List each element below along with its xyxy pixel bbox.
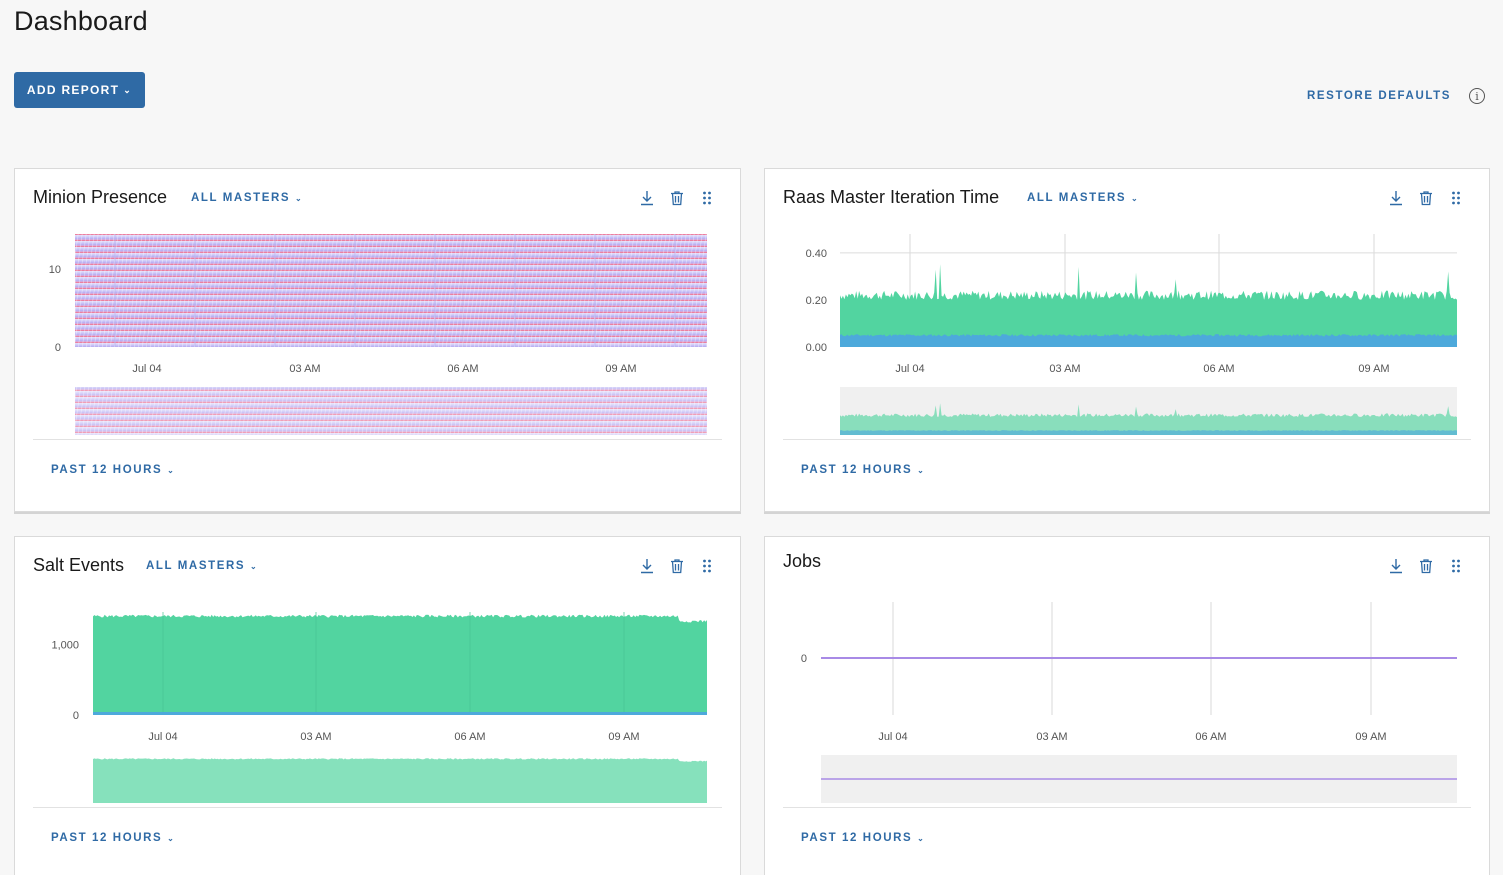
page-title: Dashboard bbox=[14, 6, 148, 36]
y-tick-label: 0.40 bbox=[806, 248, 827, 260]
period-dropdown[interactable]: PAST 12 HOURS ⌄ bbox=[51, 832, 174, 844]
all-masters-dropdown[interactable]: ALL MASTERS ⌄ bbox=[146, 560, 257, 572]
x-tick-label: Jul 04 bbox=[878, 731, 907, 743]
chevron-down-icon: ⌄ bbox=[249, 562, 257, 571]
chevron-down-icon: ⌄ bbox=[917, 466, 924, 475]
download-icon[interactable] bbox=[638, 189, 656, 207]
x-tick-label: 06 AM bbox=[1195, 731, 1226, 743]
series-area bbox=[93, 712, 707, 715]
brush-area bbox=[93, 758, 707, 803]
chevron-down-icon: ⌄ bbox=[917, 834, 924, 843]
add-report-label: ADD REPORT bbox=[26, 83, 120, 97]
download-icon[interactable] bbox=[638, 557, 656, 575]
all-masters-dropdown[interactable]: ALL MASTERS ⌄ bbox=[1027, 192, 1138, 204]
info-circle-icon[interactable]: i bbox=[1469, 88, 1485, 104]
raas-master-iteration-time-card: Raas Master Iteration Time ALL MASTERS ⌄… bbox=[764, 168, 1490, 512]
card-actions bbox=[1387, 189, 1465, 207]
y-tick-label: 0.20 bbox=[806, 295, 827, 307]
divider bbox=[783, 439, 1471, 440]
brush-area bbox=[840, 430, 1457, 435]
drag-handle-icon[interactable] bbox=[1447, 557, 1465, 575]
card-title: Raas Master Iteration Time bbox=[783, 187, 1000, 207]
salt-events-chart: 0 1,000 Jul 04 03 AM 06 AM 09 AM bbox=[51, 612, 707, 803]
series-area bbox=[840, 334, 1457, 347]
x-tick-label: Jul 04 bbox=[895, 363, 924, 375]
restore-defaults-button[interactable]: RESTORE DEFAULTS bbox=[1307, 90, 1452, 102]
period-dropdown[interactable]: PAST 12 HOURS ⌄ bbox=[51, 464, 174, 476]
drag-handle-icon[interactable] bbox=[698, 189, 716, 207]
drag-handle-icon[interactable] bbox=[698, 557, 716, 575]
divider bbox=[33, 439, 722, 440]
card-title: Minion Presence bbox=[33, 187, 168, 207]
trash-icon[interactable] bbox=[1417, 189, 1435, 207]
raas-master-iteration-time-chart: 0.00 0.20 0.40 Jul 04 03 AM 06 AM 09 AM bbox=[806, 234, 1457, 435]
add-report-button[interactable]: ADD REPORT ⌄ bbox=[14, 72, 145, 108]
x-tick-label: 06 AM bbox=[1203, 363, 1234, 375]
period-dropdown[interactable]: PAST 12 HOURS ⌄ bbox=[801, 832, 924, 844]
divider bbox=[33, 807, 722, 808]
x-tick-label: 09 AM bbox=[605, 363, 636, 375]
trash-icon[interactable] bbox=[668, 189, 686, 207]
download-icon[interactable] bbox=[1387, 557, 1405, 575]
card-title: Salt Events bbox=[33, 555, 125, 575]
series-area bbox=[75, 234, 707, 347]
x-tick-label: 03 AM bbox=[289, 363, 320, 375]
trash-icon[interactable] bbox=[1417, 557, 1435, 575]
y-tick-label: 1,000 bbox=[51, 639, 79, 651]
y-tick-label: 0 bbox=[55, 342, 61, 354]
x-tick-label: 06 AM bbox=[454, 731, 485, 743]
chevron-down-icon: ⌄ bbox=[123, 84, 133, 95]
jobs-card: Jobs 0 Jul 04 03 AM 06 AM 09 AM PAST 12 HOUR… bbox=[764, 536, 1490, 875]
period-dropdown[interactable]: PAST 12 HOURS ⌄ bbox=[801, 464, 924, 476]
x-tick-label: 03 AM bbox=[1049, 363, 1080, 375]
trash-icon[interactable] bbox=[668, 557, 686, 575]
x-tick-label: 03 AM bbox=[300, 731, 331, 743]
card-actions bbox=[638, 189, 716, 207]
card-actions bbox=[638, 557, 716, 575]
salt-events-card: Salt Events ALL MASTERS ⌄ 0 1,000 Jul 04 03… bbox=[14, 536, 741, 875]
y-tick-label: 10 bbox=[49, 264, 61, 276]
drag-handle-icon[interactable] bbox=[1447, 189, 1465, 207]
all-masters-dropdown[interactable]: ALL MASTERS ⌄ bbox=[191, 192, 302, 204]
x-tick-label: 09 AM bbox=[1358, 363, 1389, 375]
brush-area bbox=[75, 387, 707, 435]
x-tick-label: Jul 04 bbox=[132, 363, 161, 375]
minion-presence-card: Minion Presence ALL MASTERS ⌄ 0 10 Jul 04 0… bbox=[14, 168, 741, 512]
x-tick-label: 06 AM bbox=[447, 363, 478, 375]
series-area bbox=[840, 264, 1457, 347]
chevron-down-icon: ⌄ bbox=[167, 834, 174, 843]
x-tick-label: Jul 04 bbox=[148, 731, 177, 743]
brush-area bbox=[840, 403, 1457, 435]
y-tick-label: 0 bbox=[801, 653, 807, 665]
minion-presence-chart: 0 10 Jul 04 03 AM 06 AM 09 AM bbox=[49, 234, 707, 435]
chevron-down-icon: ⌄ bbox=[294, 194, 302, 203]
y-tick-label: 0.00 bbox=[806, 342, 827, 354]
x-tick-label: 03 AM bbox=[1036, 731, 1067, 743]
card-title: Jobs bbox=[783, 551, 822, 571]
divider bbox=[783, 807, 1471, 808]
x-tick-label: 09 AM bbox=[608, 731, 639, 743]
download-icon[interactable] bbox=[1387, 189, 1405, 207]
jobs-chart: 0 Jul 04 03 AM 06 AM 09 AM bbox=[801, 602, 1457, 803]
x-tick-label: 09 AM bbox=[1355, 731, 1386, 743]
series-area bbox=[93, 614, 707, 715]
chevron-down-icon: ⌄ bbox=[167, 466, 174, 475]
y-tick-label: 0 bbox=[73, 710, 79, 722]
chevron-down-icon: ⌄ bbox=[1130, 194, 1138, 203]
card-actions bbox=[1387, 557, 1465, 575]
